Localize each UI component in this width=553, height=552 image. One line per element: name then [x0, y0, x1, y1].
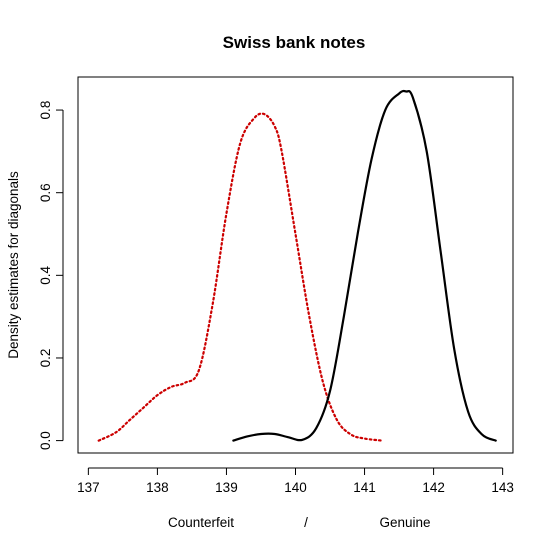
series-line-counterfeit — [97, 112, 383, 442]
y-tick-label: 0.8 — [38, 101, 53, 120]
x-tick-label: 138 — [146, 480, 169, 495]
x-tick-label: 137 — [77, 480, 100, 495]
y-tick-label: 0.2 — [38, 349, 53, 368]
y-tick-label: 0.0 — [38, 431, 53, 450]
x-axis-label-genuine: Genuine — [379, 515, 430, 530]
x-tick-label: 142 — [422, 480, 445, 495]
chart-title: Swiss bank notes — [223, 33, 366, 52]
x-tick-label: 140 — [284, 480, 307, 495]
x-tick-label: 143 — [491, 480, 514, 495]
series-line-genuine — [232, 89, 497, 442]
x-tick-label: 139 — [215, 480, 238, 495]
x-axis: 137 138 139 140 141 142 143 — [77, 467, 514, 495]
y-axis-label: Density estimates for diagonals — [6, 171, 21, 359]
plot-frame — [77, 76, 514, 454]
series-layer — [97, 89, 497, 442]
x-axis-label-separator: / — [304, 515, 308, 530]
y-tick-label: 0.4 — [38, 265, 53, 284]
y-axis: 0.0 0.2 0.4 0.6 0.8 — [38, 101, 64, 450]
x-tick-label: 141 — [353, 480, 376, 495]
x-axis-label-counterfeit: Counterfeit — [168, 515, 234, 530]
y-tick-label: 0.6 — [38, 183, 53, 202]
